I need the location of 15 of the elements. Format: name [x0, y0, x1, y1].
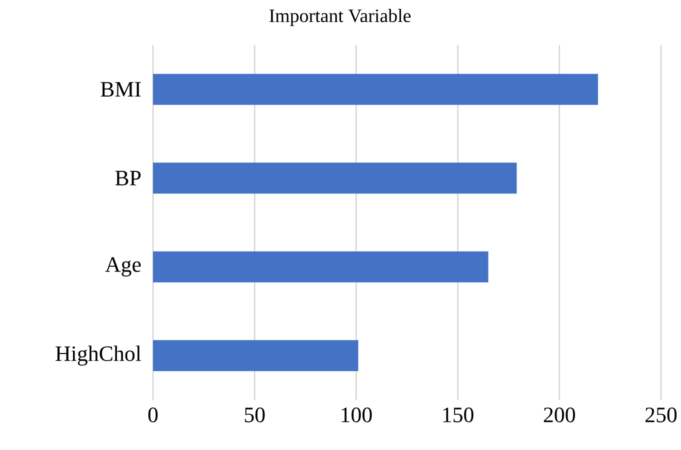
y-tick-label: BMI: [100, 82, 141, 97]
bar: [153, 251, 488, 282]
x-tick-label: 50: [244, 408, 265, 422]
bar: [153, 340, 358, 372]
y-tick-label: Age: [105, 257, 141, 276]
y-tick-label: BP: [115, 170, 141, 186]
bar: [153, 74, 598, 105]
x-tick-label: 0: [148, 408, 158, 422]
y-tick-label: HighChol: [56, 346, 142, 366]
x-tick-label: 200: [544, 408, 576, 422]
bar: [153, 162, 517, 194]
x-tick-label: 250: [646, 408, 677, 422]
chart-title: Important Variable: [269, 8, 411, 26]
x-tick-label: 100: [342, 408, 372, 422]
x-tick-label: 150: [443, 408, 474, 422]
